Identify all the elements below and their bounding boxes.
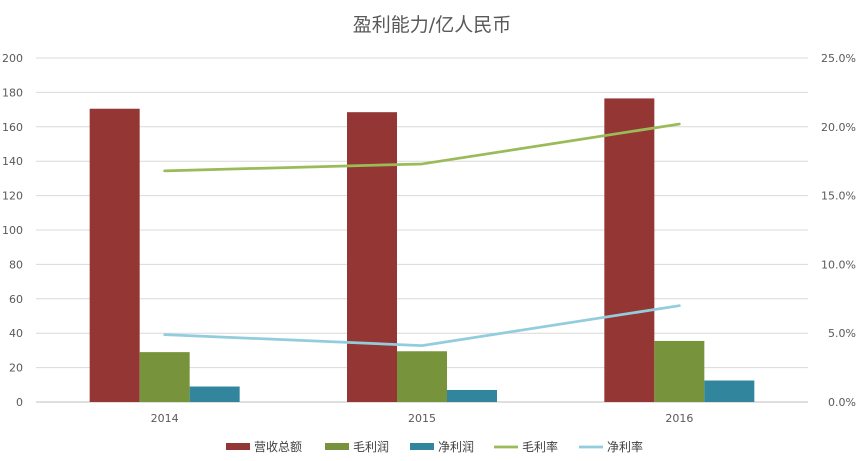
legend: 营收总额 毛利润 净利润 毛利率 净利率 bbox=[226, 439, 643, 454]
bar bbox=[704, 380, 755, 402]
y-right-tick-label: 5.0% bbox=[828, 327, 856, 340]
bar bbox=[189, 386, 240, 402]
y-left-tick-label: 120 bbox=[2, 190, 23, 203]
y-left-tick-label: 180 bbox=[2, 86, 23, 99]
x-tick-label: 2015 bbox=[408, 412, 436, 425]
bar bbox=[447, 389, 497, 402]
y-left-tick-label: 160 bbox=[2, 121, 23, 134]
legend-swatch bbox=[325, 443, 349, 450]
legend-label: 毛利润 bbox=[353, 440, 389, 454]
y-left-tick-label: 140 bbox=[2, 155, 23, 168]
legend-swatch bbox=[226, 443, 250, 450]
bar bbox=[89, 108, 140, 403]
bar bbox=[397, 351, 447, 402]
y-right-tick-label: 15.0% bbox=[821, 190, 856, 203]
y-right-tick-label: 25.0% bbox=[821, 52, 856, 65]
x-tick-label: 2016 bbox=[665, 412, 693, 425]
bar bbox=[604, 98, 655, 403]
x-tick-label: 2014 bbox=[151, 412, 179, 425]
y-right-tick-label: 10.0% bbox=[821, 258, 856, 271]
series-line bbox=[163, 122, 681, 173]
y-right-tick-label: 20.0% bbox=[821, 121, 856, 134]
chart-title: 盈利能力/亿人民币 bbox=[353, 14, 511, 36]
y-left-tick-label: 0 bbox=[16, 396, 23, 409]
axes: 0 20 40 60 80 100 120 140 160 180 200 0.0% 5.0% 10.0%… bbox=[2, 52, 856, 425]
y-left-tick-label: 20 bbox=[9, 362, 23, 375]
y-left-tick-label: 200 bbox=[2, 52, 23, 65]
legend-label: 营收总额 bbox=[254, 440, 302, 454]
y-left-tick-label: 100 bbox=[2, 224, 23, 237]
bar bbox=[654, 340, 705, 402]
bar bbox=[347, 112, 397, 403]
legend-label: 净利润 bbox=[438, 440, 474, 454]
bars bbox=[89, 98, 755, 403]
bar bbox=[139, 352, 190, 402]
legend-label: 净利率 bbox=[607, 439, 643, 454]
legend-swatch bbox=[410, 443, 434, 450]
y-left-tick-label: 40 bbox=[9, 327, 23, 340]
y-left-tick-label: 60 bbox=[9, 293, 23, 306]
y-left-tick-label: 80 bbox=[9, 258, 23, 271]
y-right-tick-label: 0.0% bbox=[828, 396, 856, 409]
lines bbox=[163, 122, 681, 347]
legend-label: 毛利率 bbox=[522, 439, 558, 454]
series-line bbox=[163, 304, 681, 347]
